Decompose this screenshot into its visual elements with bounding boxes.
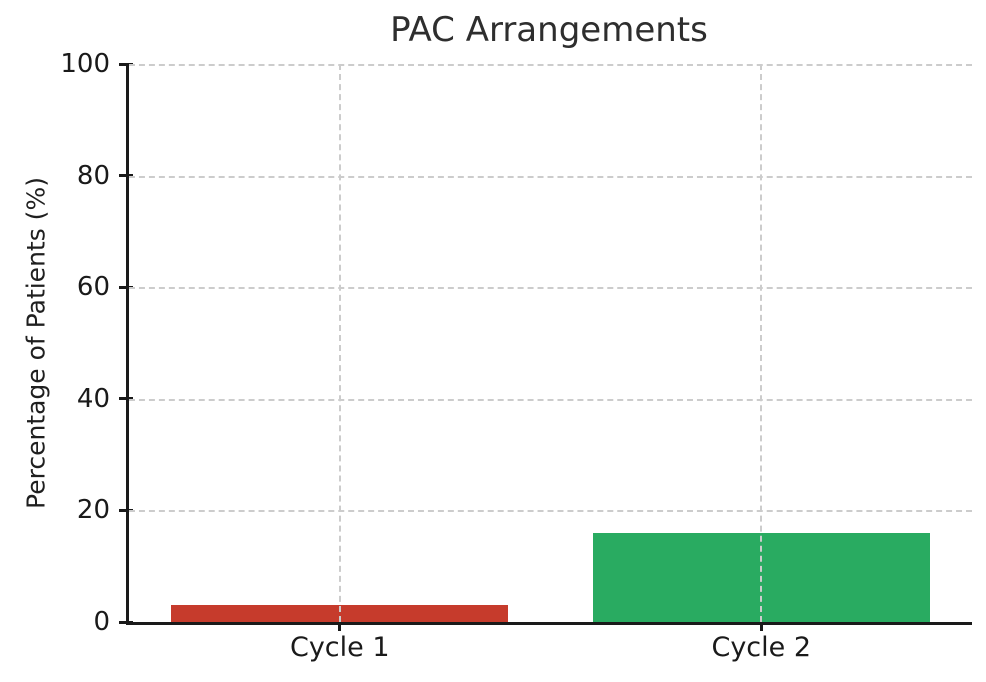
y-tick-mark: [119, 397, 133, 401]
x-gridline: [338, 64, 341, 622]
y-gridline: [129, 64, 972, 66]
x-tick-mark: [759, 617, 763, 631]
y-tick-label: 20: [76, 495, 110, 526]
y-tick-mark: [119, 174, 133, 178]
chart-title: PAC Arrangements: [390, 10, 708, 50]
y-tick-label: 0: [93, 607, 110, 637]
y-gridline: [129, 510, 972, 513]
plot-area: [126, 64, 972, 625]
x-tick-label: Cycle 2: [711, 632, 812, 663]
x-tick-label: Cycle 1: [289, 632, 390, 663]
y-gridline: [129, 287, 972, 290]
x-gridline: [760, 64, 763, 622]
y-gridline: [129, 398, 972, 401]
y-tick-mark: [119, 508, 133, 512]
y-tick-label: 40: [76, 383, 110, 414]
y-tick-mark: [119, 62, 133, 66]
x-tick-mark: [338, 617, 342, 631]
y-tick-label: 80: [76, 160, 110, 191]
y-tick-label: 100: [60, 49, 110, 79]
y-tick-label: 60: [76, 272, 110, 303]
y-axis-label: Percentage of Patients (%): [21, 177, 51, 509]
y-gridline: [129, 175, 972, 178]
y-tick-mark: [119, 620, 133, 624]
y-tick-mark: [119, 285, 133, 289]
